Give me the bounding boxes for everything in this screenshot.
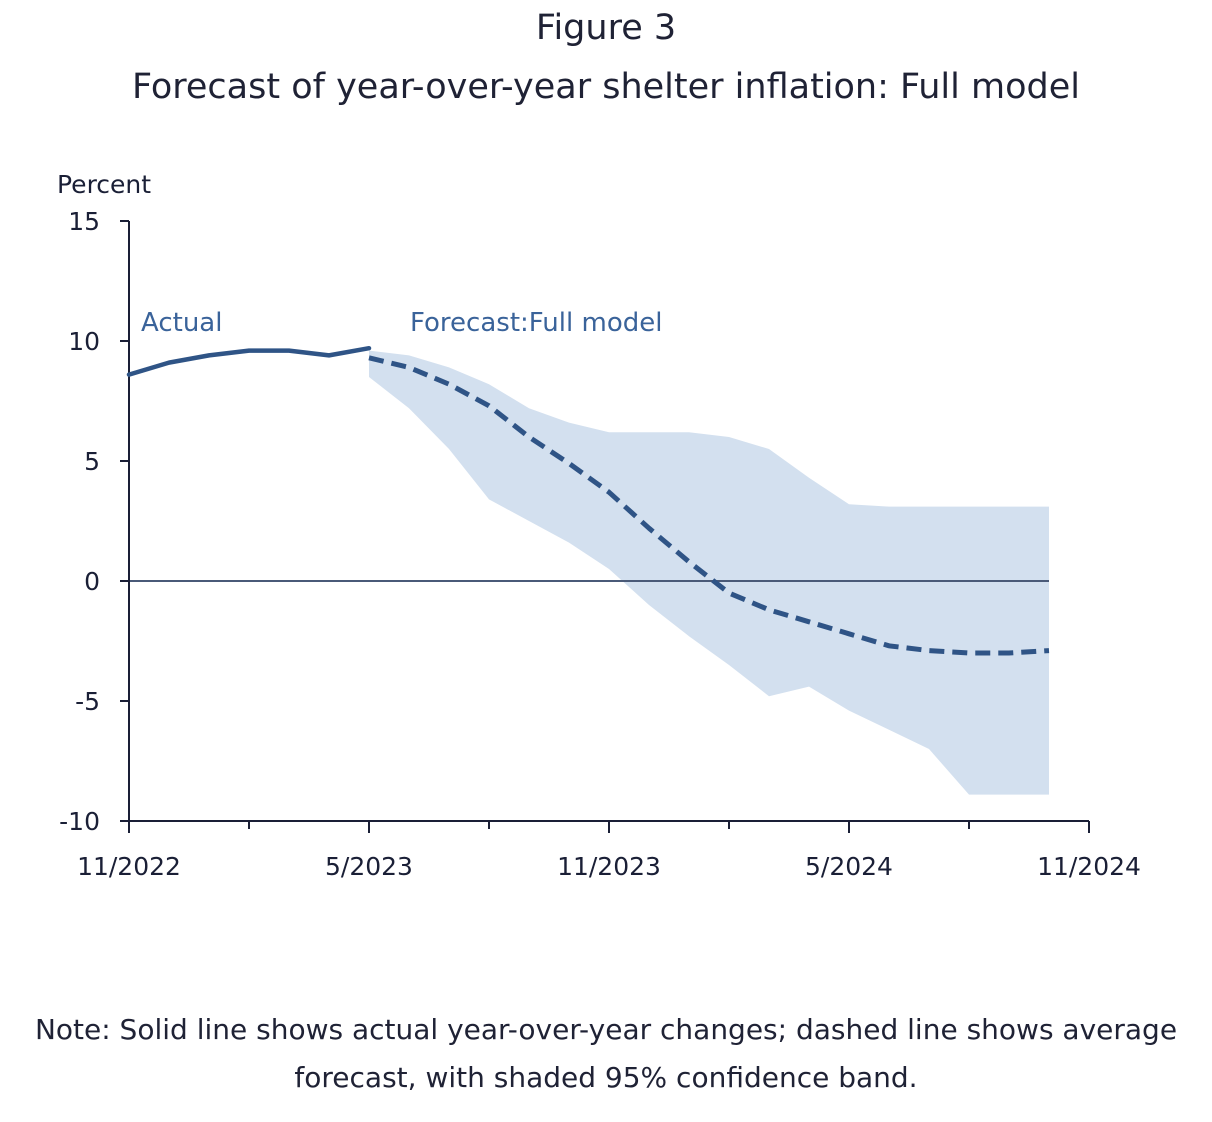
x-tick-label: 11/2024: [1037, 852, 1141, 881]
y-tick-label: -5: [75, 687, 100, 716]
confidence-band: [369, 350, 1049, 795]
series-label-forecast: Forecast:Full model: [410, 308, 662, 338]
y-axis-unit-label: Percent: [57, 170, 151, 199]
series-layer: [126, 345, 1050, 656]
label-layer: Actual Forecast:Full model: [141, 308, 662, 338]
figure-number: Figure 3: [535, 8, 677, 48]
x-tick-label: 11/2023: [557, 852, 661, 881]
axis-layer: 15 10 5 0 -5 -10 Percent 11/2022 5/2023 11/2023 5/…: [57, 170, 1141, 881]
x-tick-label: 5/2023: [325, 852, 413, 881]
x-tick-label: 5/2024: [805, 852, 893, 881]
y-tick-label: 10: [68, 327, 100, 356]
series-label-actual: Actual: [141, 308, 222, 338]
figure-note: Note: Solid line shows actual year-over-…: [34, 1013, 1178, 1094]
chart-title: Forecast of year-over-year shelter infla…: [131, 67, 1080, 107]
y-tick-label: 15: [68, 207, 100, 236]
forecast-line: [368, 355, 1050, 656]
y-tick-label: -10: [59, 807, 100, 836]
x-tick-label: 11/2022: [77, 852, 181, 881]
confidence-band-layer: [369, 350, 1049, 795]
actual-line: [126, 345, 372, 377]
y-tick-label: 5: [84, 447, 100, 476]
y-tick-label: 0: [84, 567, 100, 596]
